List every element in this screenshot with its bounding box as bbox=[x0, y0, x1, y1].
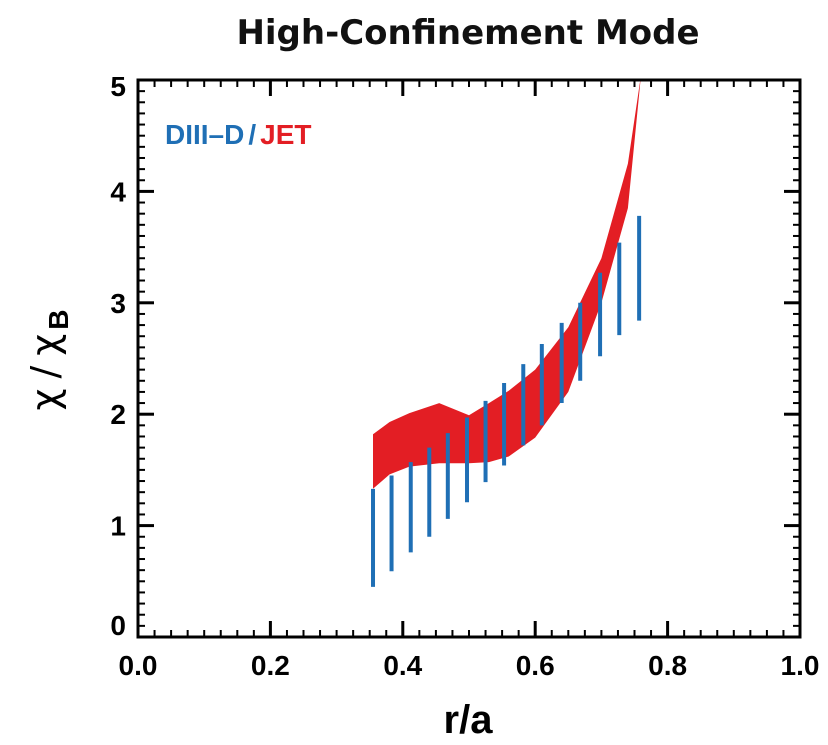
x-tick-label: 0.8 bbox=[648, 650, 687, 681]
y-tick-label: 5 bbox=[110, 71, 126, 102]
y-tick-label: 0 bbox=[110, 610, 126, 641]
y-axis-label-symbol: χ bbox=[23, 389, 67, 411]
y-axis-label-subscript: B bbox=[43, 310, 74, 330]
x-axis-label: r/a bbox=[444, 698, 494, 742]
x-tick-label: 1.0 bbox=[781, 650, 820, 681]
legend-entry-diiid: DIII–D bbox=[165, 119, 244, 150]
y-tick-label: 4 bbox=[110, 176, 126, 207]
y-tick-label: 3 bbox=[110, 288, 126, 319]
x-tick-label: 0.2 bbox=[251, 650, 290, 681]
jet-band bbox=[373, 80, 641, 489]
plot-area bbox=[371, 80, 642, 587]
plot-frame bbox=[136, 78, 802, 639]
y-axis-label-separator: / bbox=[23, 366, 67, 379]
y-axis-label-sub-symbol: χ bbox=[23, 334, 67, 356]
y-tick-label: 2 bbox=[110, 399, 126, 430]
x-tick-label: 0.4 bbox=[383, 650, 422, 681]
chart-title: High-Confinement Mode bbox=[236, 13, 699, 53]
legend-entry-jet: JET bbox=[260, 119, 311, 150]
y-axis-label: χ / χ B bbox=[23, 310, 74, 411]
legend-separator: / bbox=[248, 119, 256, 150]
x-tick-label: 0.6 bbox=[516, 650, 555, 681]
legend: DIII–D / JET bbox=[165, 119, 312, 150]
axes: 0.0 0.2 0.4 0.6 0.8 1.0 0 1 2 3 4 5 bbox=[110, 71, 819, 681]
y-tick-label: 1 bbox=[110, 511, 126, 542]
x-tick-label: 0.0 bbox=[119, 650, 158, 681]
